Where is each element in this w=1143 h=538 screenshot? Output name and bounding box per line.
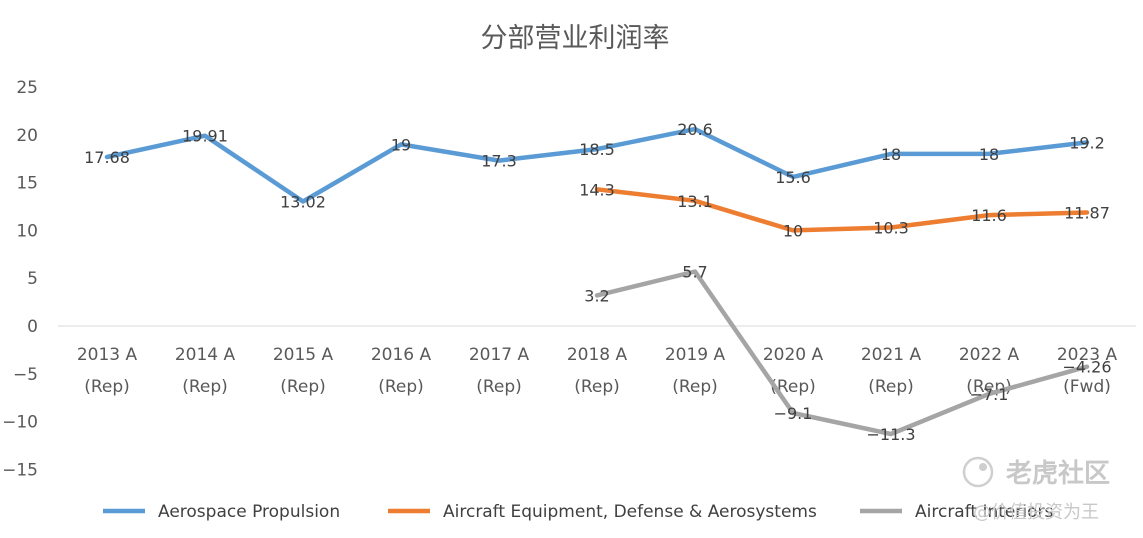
- legend: Aerospace Propulsion Aircraft Equipment, …: [103, 502, 1053, 522]
- data-label: 20.6: [677, 120, 713, 139]
- watermark-brand: 老虎社区: [1006, 458, 1110, 489]
- data-label: 18: [979, 145, 999, 164]
- y-tick-label: −5: [13, 365, 38, 385]
- y-tick-label: 20: [16, 126, 38, 146]
- x-axis: 2013 A (Rep) 2014 A (Rep) 2015 A (Rep) 2016 A (…: [58, 325, 1136, 397]
- x-tick-sublabel: (Rep): [770, 377, 816, 397]
- x-tick-label: 2016 A: [371, 345, 432, 365]
- series-line-0: [104, 126, 1090, 204]
- y-axis: 25 20 15 10 5 0 −5 −10 −15: [2, 78, 38, 480]
- data-label: 5.7: [682, 263, 707, 282]
- y-tick-label: 15: [16, 174, 38, 194]
- y-tick-label: −15: [2, 460, 38, 480]
- data-label: 15.6: [775, 168, 811, 187]
- watermark-author: @价值投资为王: [973, 502, 1099, 523]
- x-tick-sublabel: (Rep): [280, 377, 326, 397]
- data-label: 17.3: [481, 152, 517, 171]
- x-tick-label: 2019 A: [665, 345, 726, 365]
- data-label: 3.2: [584, 286, 609, 305]
- x-tick-sublabel: (Rep): [182, 377, 228, 397]
- x-tick-sublabel: (Fwd): [1063, 377, 1111, 397]
- data-label: −9.1: [774, 404, 813, 423]
- series-lines: [104, 126, 1090, 437]
- x-tick-label: 2022 A: [959, 345, 1020, 365]
- data-label: 13.02: [280, 193, 326, 212]
- watermark-logo-icon: [962, 456, 994, 488]
- data-label: 17.68: [84, 148, 130, 167]
- x-tick-sublabel: (Rep): [84, 377, 130, 397]
- x-tick-label: 2017 A: [469, 345, 530, 365]
- x-tick-label: 2023 A: [1057, 345, 1118, 365]
- watermark-logo-dot: [979, 463, 987, 471]
- x-tick-sublabel: (Rep): [868, 377, 914, 397]
- legend-label: Aircraft Interiors: [915, 502, 1053, 522]
- data-label: 19.91: [182, 127, 228, 146]
- watermark: 老虎社区 @价值投资为王: [962, 456, 1110, 523]
- x-tick-label: 2014 A: [175, 345, 236, 365]
- data-label: 10.3: [873, 219, 909, 238]
- data-label: 13.1: [677, 192, 713, 211]
- data-label: 10: [783, 221, 803, 240]
- y-tick-label: 10: [16, 221, 38, 241]
- x-tick-sublabel: (Rep): [378, 377, 424, 397]
- x-tick-sublabel: (Rep): [476, 377, 522, 397]
- data-label: 18: [881, 145, 901, 164]
- data-label: −11.3: [866, 425, 915, 444]
- data-label: 18.5: [579, 140, 615, 159]
- data-label: 14.3: [579, 180, 615, 199]
- legend-label: Aerospace Propulsion: [158, 502, 340, 522]
- series-line-2: [594, 269, 1090, 437]
- x-tick-label: 2021 A: [861, 345, 922, 365]
- series-line-1: [594, 187, 1090, 233]
- y-tick-label: 5: [27, 269, 38, 289]
- x-tick-label: 2020 A: [763, 345, 824, 365]
- data-label: 19.2: [1069, 133, 1105, 152]
- data-label: 11.87: [1064, 204, 1110, 223]
- y-tick-label: −10: [2, 413, 38, 433]
- x-tick-label: 2013 A: [77, 345, 138, 365]
- data-label: 11.6: [971, 206, 1007, 225]
- y-tick-label: 25: [16, 78, 38, 98]
- x-tick-label: 2015 A: [273, 345, 334, 365]
- data-label: −4.26: [1062, 358, 1111, 377]
- y-tick-label: 0: [27, 317, 38, 337]
- chart-title: 分部营业利润率: [481, 23, 670, 54]
- data-labels: 17.68 19.91 13.02 19 17.3 18.5 20.6 15.6 18 18 19.…: [84, 120, 1111, 444]
- x-tick-sublabel: (Rep): [672, 377, 718, 397]
- legend-label: Aircraft Equipment, Defense & Aerosystem…: [443, 502, 817, 522]
- data-label: −7.1: [970, 385, 1009, 404]
- x-tick-label: 2018 A: [567, 345, 628, 365]
- data-label: 19: [391, 135, 411, 154]
- x-tick-sublabel: (Rep): [574, 377, 620, 397]
